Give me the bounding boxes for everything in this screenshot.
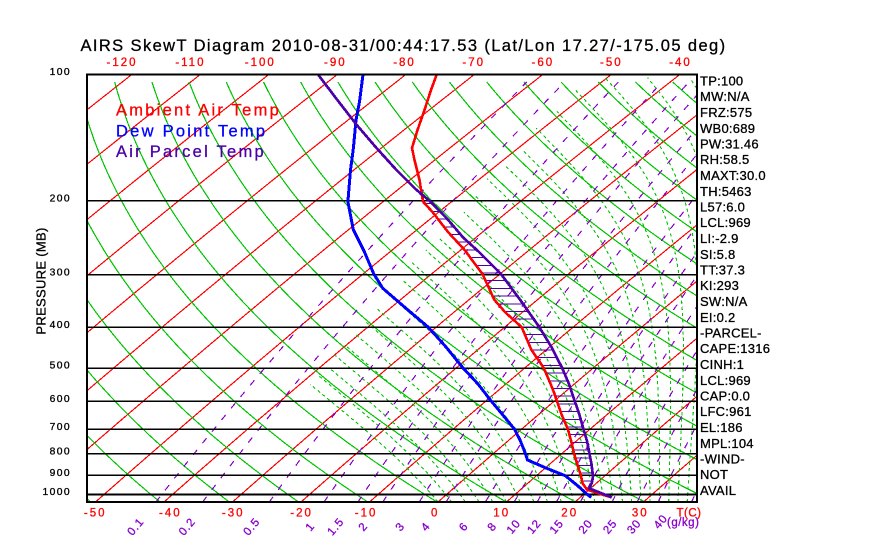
svg-text:RH:58.5: RH:58.5 (700, 152, 749, 167)
svg-text:Ambient Air Temp: Ambient Air Temp (116, 102, 281, 120)
svg-text:1000: 1000 (42, 487, 71, 498)
svg-text:CINH:1: CINH:1 (700, 357, 744, 372)
svg-text:T(C): T(C) (677, 508, 702, 520)
svg-text:SI:5.8: SI:5.8 (700, 247, 735, 262)
svg-text:500: 500 (50, 361, 71, 372)
svg-text:-40: -40 (669, 57, 692, 69)
svg-text:30: 30 (632, 508, 649, 520)
svg-text:TP:100: TP:100 (700, 74, 743, 89)
svg-text:-50: -50 (600, 57, 623, 69)
svg-text:-70: -70 (462, 57, 485, 69)
svg-text:CAP:0.0: CAP:0.0 (700, 389, 750, 404)
svg-text:-80: -80 (393, 57, 416, 69)
svg-text:10: 10 (493, 508, 510, 520)
svg-text:LCL:969: LCL:969 (700, 215, 751, 230)
svg-text:-30: -30 (222, 508, 245, 520)
svg-text:Air Parcel Temp: Air Parcel Temp (116, 143, 266, 161)
svg-text:SW:N/A: SW:N/A (700, 294, 748, 309)
svg-text:200: 200 (50, 193, 71, 204)
svg-text:20: 20 (561, 508, 578, 520)
svg-text:CAPE:1316: CAPE:1316 (700, 341, 770, 356)
svg-text:-40: -40 (159, 508, 182, 520)
svg-text:100: 100 (50, 67, 71, 78)
svg-text:-50: -50 (84, 508, 107, 520)
svg-text:700: 700 (50, 422, 71, 433)
svg-text:LFC:961: LFC:961 (700, 404, 752, 419)
svg-text:(g/kg): (g/kg) (667, 517, 699, 529)
svg-text:Dew Point Temp: Dew Point Temp (116, 122, 267, 140)
svg-text:NOT: NOT (700, 467, 728, 482)
svg-text:-120: -120 (106, 57, 137, 69)
svg-text:-110: -110 (175, 57, 205, 69)
svg-text:400: 400 (50, 320, 71, 331)
svg-text:LCL:969: LCL:969 (700, 373, 751, 388)
svg-text:KI:293: KI:293 (700, 278, 739, 293)
svg-text:0: 0 (431, 508, 439, 520)
svg-text:-100: -100 (245, 57, 276, 69)
svg-text:AIRS SkewT Diagram 2010-08-31/: AIRS SkewT Diagram 2010-08-31/00:44:17.5… (81, 37, 727, 55)
svg-text:AVAIL: AVAIL (700, 483, 736, 498)
svg-text:-10: -10 (355, 508, 378, 520)
svg-text:800: 800 (50, 446, 71, 457)
svg-text:PRESSURE (MB): PRESSURE (MB) (34, 227, 49, 334)
svg-text:TH:5463: TH:5463 (700, 184, 752, 199)
svg-text:900: 900 (50, 468, 71, 479)
svg-text:PW:31.46: PW:31.46 (700, 137, 759, 152)
svg-text:-PARCEL-: -PARCEL- (700, 326, 762, 341)
svg-text:EL:186: EL:186 (700, 420, 743, 435)
svg-text:-60: -60 (531, 57, 554, 69)
svg-text:LI:-2.9: LI:-2.9 (700, 231, 739, 246)
svg-text:L57:6.0: L57:6.0 (700, 200, 745, 215)
svg-text:MPL:104: MPL:104 (700, 436, 754, 451)
svg-text:EI:0.2: EI:0.2 (700, 310, 735, 325)
svg-text:TT:37.3: TT:37.3 (700, 263, 745, 278)
svg-text:-WIND-: -WIND- (700, 452, 745, 467)
svg-text:WB0:689: WB0:689 (700, 121, 755, 136)
svg-text:600: 600 (50, 394, 71, 405)
svg-text:-20: -20 (290, 508, 313, 520)
svg-text:300: 300 (50, 267, 71, 278)
svg-text:MAXT:30.0: MAXT:30.0 (700, 168, 766, 183)
svg-text:MW:N/A: MW:N/A (700, 89, 750, 104)
svg-text:-90: -90 (324, 57, 347, 69)
svg-text:FRZ:575: FRZ:575 (700, 105, 752, 120)
